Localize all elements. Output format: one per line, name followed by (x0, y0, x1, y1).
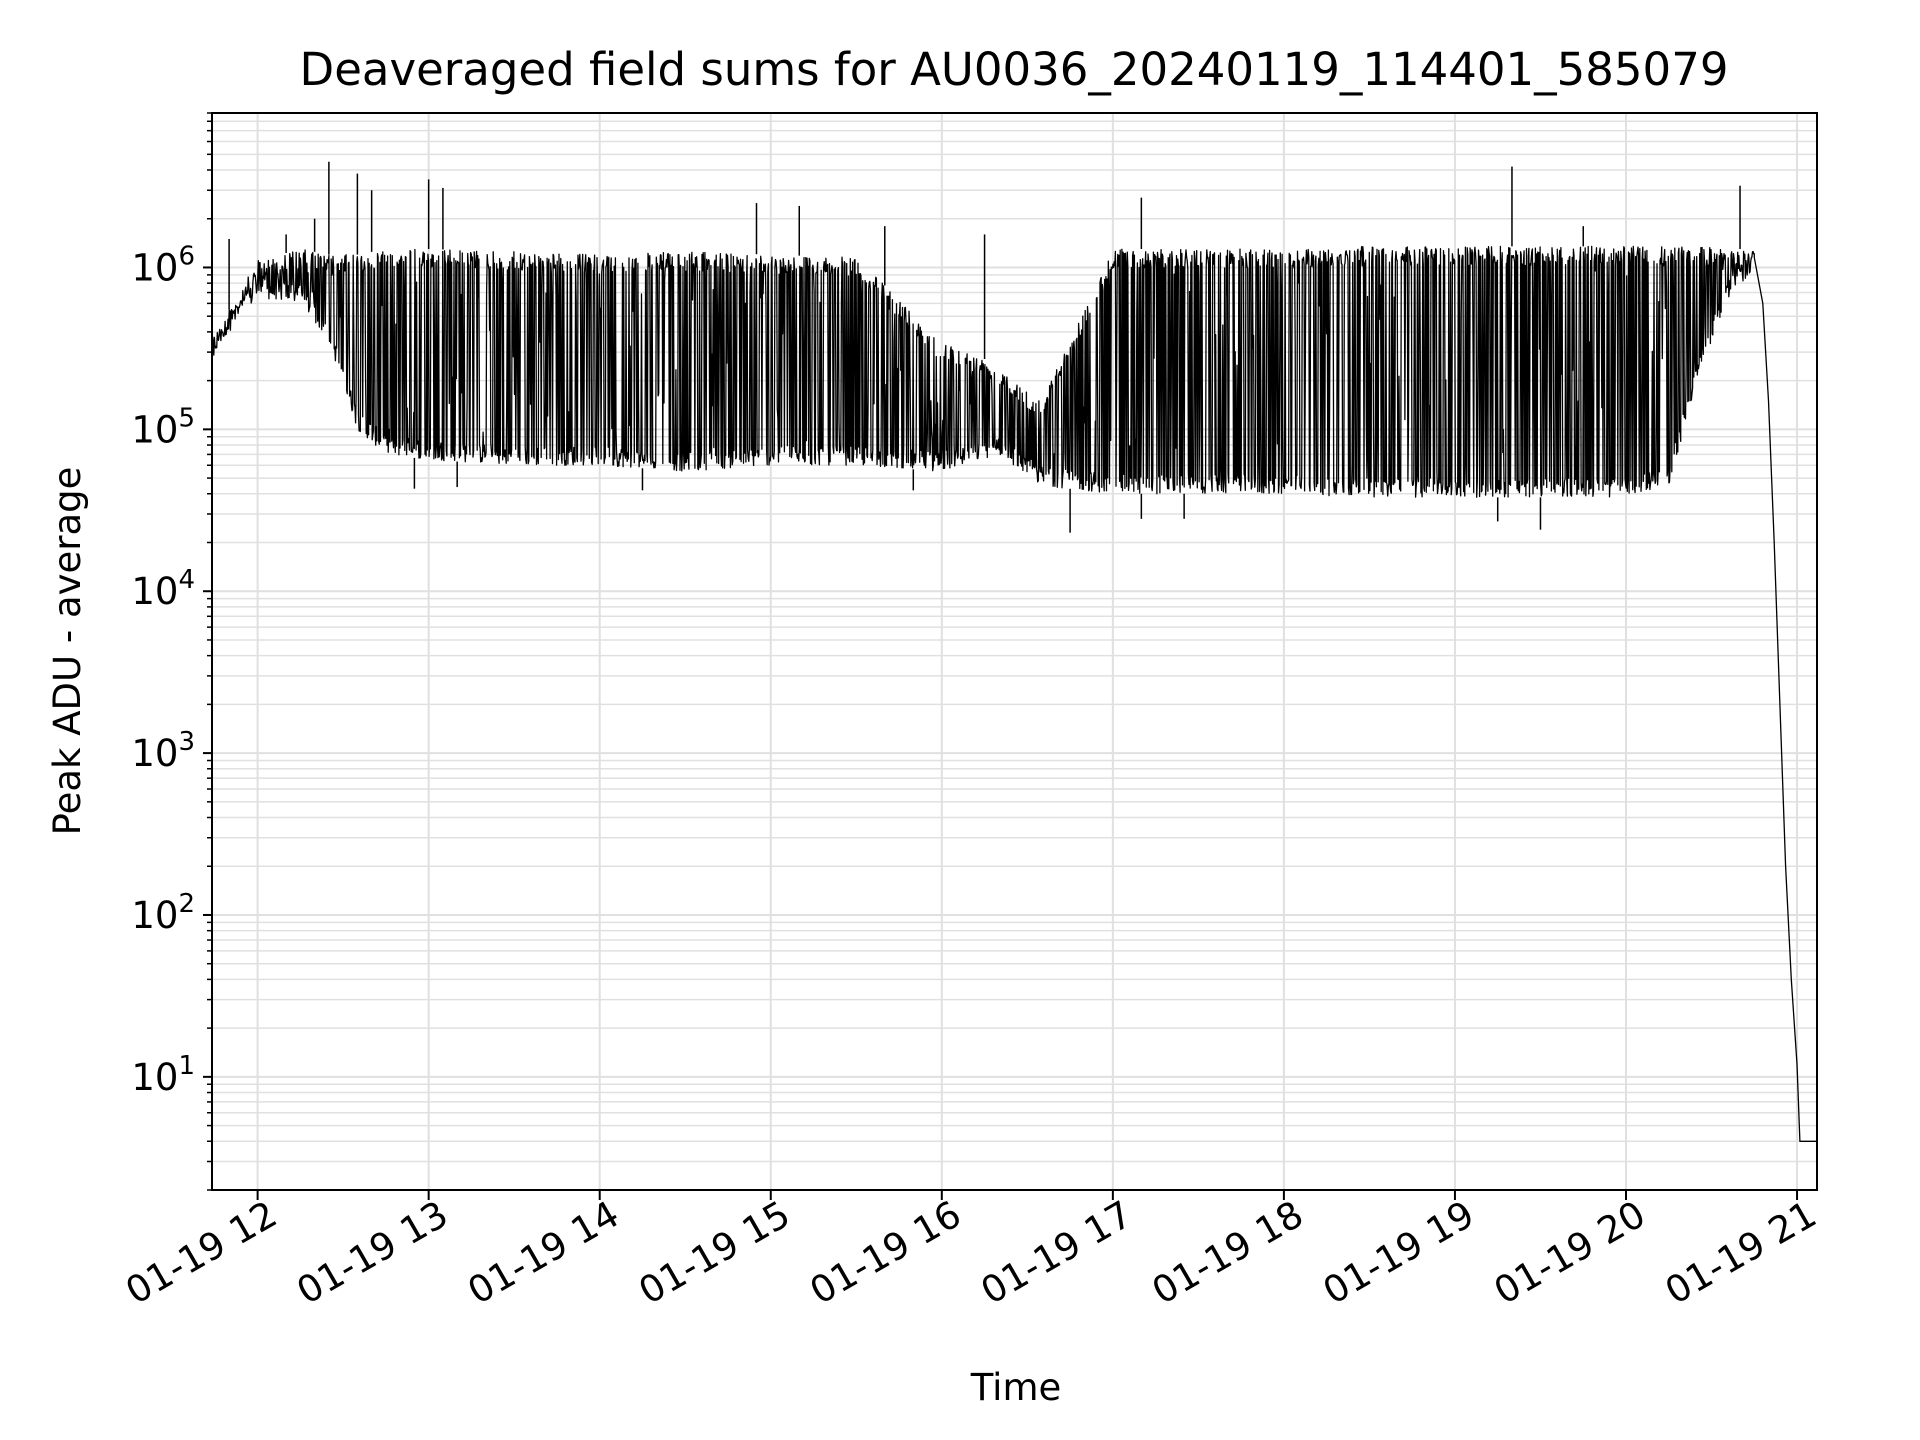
y-tick-label: 105 (131, 403, 195, 451)
y-tick-label: 104 (131, 565, 195, 613)
chart-title: Deaveraged field sums for AU0036_2024011… (300, 43, 1729, 96)
data-series (211, 161, 1817, 1142)
y-tick-label: 101 (131, 1051, 195, 1099)
grid (212, 112, 1817, 1191)
y-tick-label: 106 (131, 241, 195, 289)
plot-frame (211, 112, 1818, 1191)
y-tick-label: 102 (131, 889, 195, 937)
series-line (211, 245, 1817, 1142)
y-axis-label: Peak ADU - average (46, 467, 89, 836)
y-tick-label: 103 (131, 727, 195, 775)
x-axis-label: Time (970, 1366, 1062, 1409)
y-axis: 101 102 103 104 105 106 (131, 112, 212, 1191)
